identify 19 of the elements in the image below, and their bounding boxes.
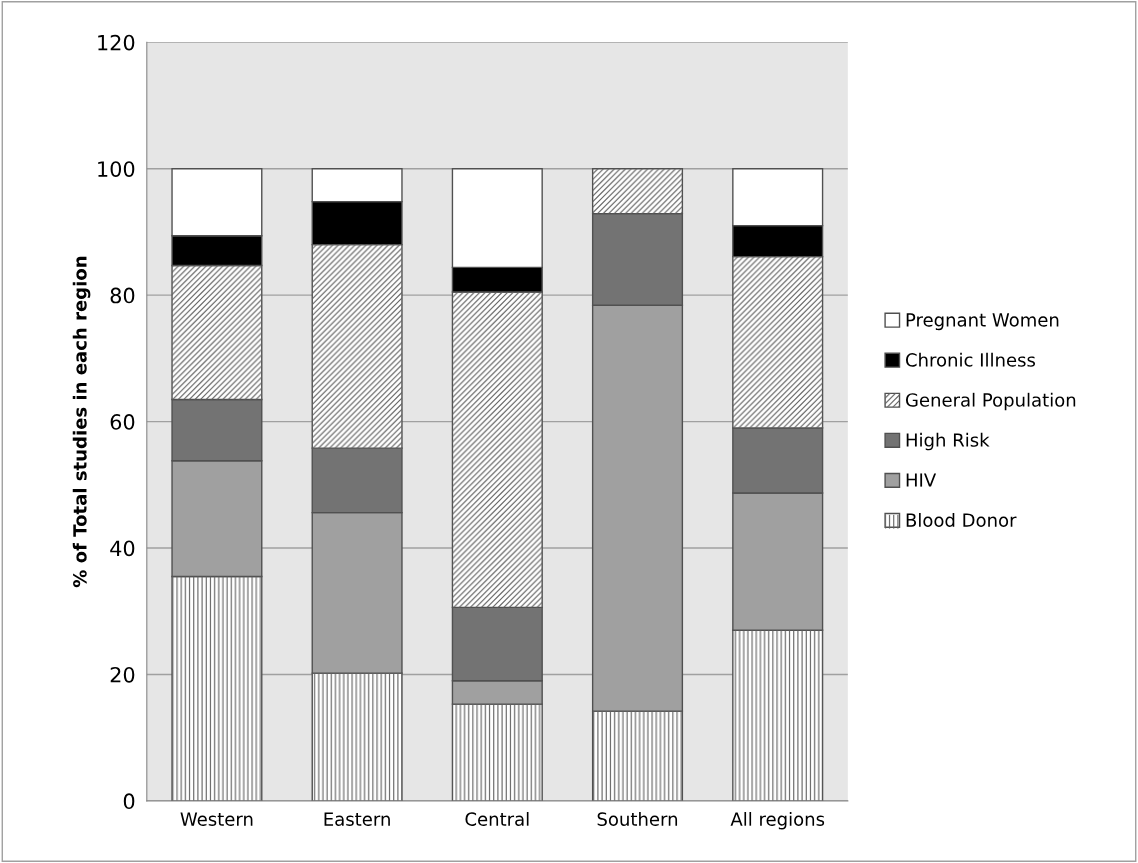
- y-tick-label: 0: [123, 793, 135, 810]
- y-tick-label: 40: [110, 540, 135, 557]
- x-tick-label: Southern: [597, 811, 678, 826]
- x-tick-label: Central: [465, 811, 529, 826]
- legend-label: General Population: [905, 392, 1076, 411]
- legend-label: High Risk: [906, 432, 990, 451]
- y-tick-label: 20: [110, 666, 135, 683]
- legend-label: HIV: [906, 473, 937, 487]
- x-tick-label: Eastern: [324, 812, 390, 826]
- y-tick-label: 80: [110, 287, 135, 304]
- x-tick-label: All regions: [730, 811, 825, 830]
- y-tick-label: 60: [110, 414, 135, 430]
- legend-label: Chronic Illness: [905, 352, 1036, 367]
- x-tick-label: Western: [180, 812, 253, 826]
- legend-label: Blood Donor: [906, 512, 1017, 527]
- y-tick-label: 100: [98, 161, 135, 177]
- y-tick-label: 120: [98, 34, 135, 51]
- y-axis-title: % of Total studies in each region: [72, 256, 91, 588]
- legend-label: Pregnant Women: [906, 313, 1059, 331]
